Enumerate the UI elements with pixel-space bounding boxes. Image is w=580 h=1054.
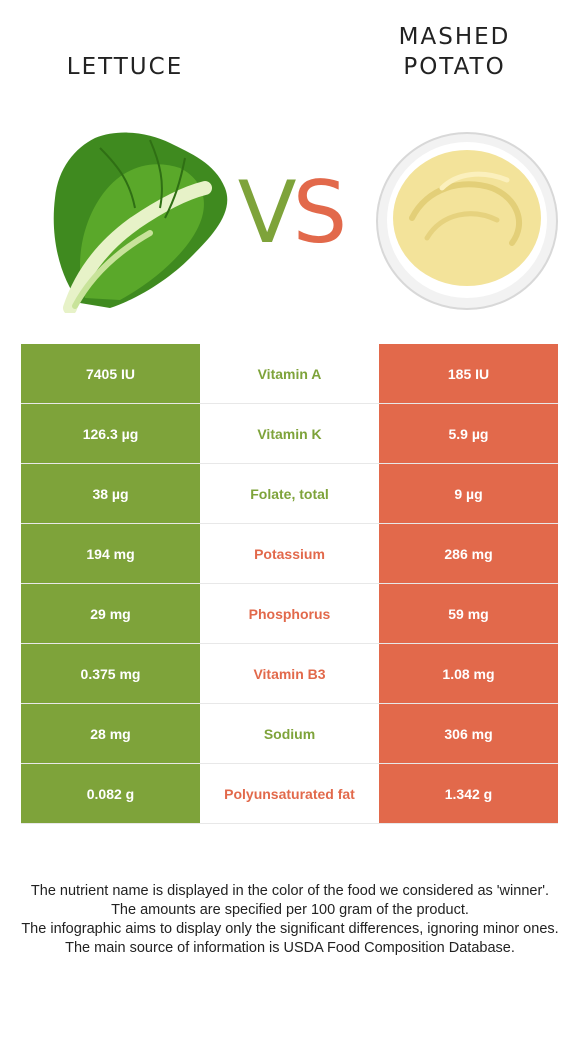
table-row: 194 mg Potassium 286 mg bbox=[21, 523, 558, 584]
nutrient-name: Phosphorus bbox=[200, 583, 379, 644]
left-value: 0.082 g bbox=[21, 763, 200, 824]
right-value: 306 mg bbox=[379, 703, 558, 764]
right-value: 1.342 g bbox=[379, 763, 558, 824]
footer-line: The main source of information is USDA F… bbox=[65, 940, 515, 956]
right-food-title: MASHED POTATO bbox=[352, 22, 557, 82]
right-food-title-line-2: POTATO bbox=[403, 54, 506, 80]
table-row: 7405 IU Vitamin A 185 IU bbox=[21, 344, 558, 404]
lettuce-image bbox=[53, 132, 228, 313]
right-value: 185 IU bbox=[379, 344, 558, 404]
nutrient-name: Folate, total bbox=[200, 463, 379, 524]
nutrient-name: Vitamin A bbox=[200, 344, 379, 404]
left-value: 7405 IU bbox=[21, 344, 200, 404]
left-food-title: LETTUCE bbox=[66, 54, 184, 80]
left-value: 0.375 mg bbox=[21, 643, 200, 704]
right-food-title-line-1: MASHED bbox=[398, 24, 511, 50]
nutrient-name: Polyunsaturated fat bbox=[200, 763, 379, 824]
table-row: 0.082 g Polyunsaturated fat 1.342 g bbox=[21, 763, 558, 824]
vs-s: S bbox=[292, 163, 348, 263]
table-row: 0.375 mg Vitamin B3 1.08 mg bbox=[21, 643, 558, 704]
left-value: 194 mg bbox=[21, 523, 200, 584]
nutrient-name: Vitamin K bbox=[200, 403, 379, 464]
table-row: 38 µg Folate, total 9 µg bbox=[21, 463, 558, 524]
nutrient-name: Potassium bbox=[200, 523, 379, 584]
right-value: 5.9 µg bbox=[379, 403, 558, 464]
footer-notes: The nutrient name is displayed in the co… bbox=[20, 882, 560, 958]
mashed-potato-image bbox=[376, 132, 558, 310]
footer-line: The nutrient name is displayed in the co… bbox=[30, 883, 550, 899]
left-value: 29 mg bbox=[21, 583, 200, 644]
vs-v: V bbox=[237, 163, 297, 263]
nutrient-name: Vitamin B3 bbox=[200, 643, 379, 704]
footer-line: The infographic aims to display only the… bbox=[21, 921, 559, 937]
right-value: 1.08 mg bbox=[379, 643, 558, 704]
right-value: 286 mg bbox=[379, 523, 558, 584]
footer-line: The amounts are specified per 100 gram o… bbox=[111, 902, 469, 918]
left-value: 38 µg bbox=[21, 463, 200, 524]
left-value: 28 mg bbox=[21, 703, 200, 764]
table-row: 126.3 µg Vitamin K 5.9 µg bbox=[21, 403, 558, 464]
left-value: 126.3 µg bbox=[21, 403, 200, 464]
right-value: 59 mg bbox=[379, 583, 558, 644]
table-row: 29 mg Phosphorus 59 mg bbox=[21, 583, 558, 644]
vs-label: VS bbox=[228, 168, 353, 258]
table-row: 28 mg Sodium 306 mg bbox=[21, 703, 558, 764]
right-value: 9 µg bbox=[379, 463, 558, 524]
nutrient-name: Sodium bbox=[200, 703, 379, 764]
